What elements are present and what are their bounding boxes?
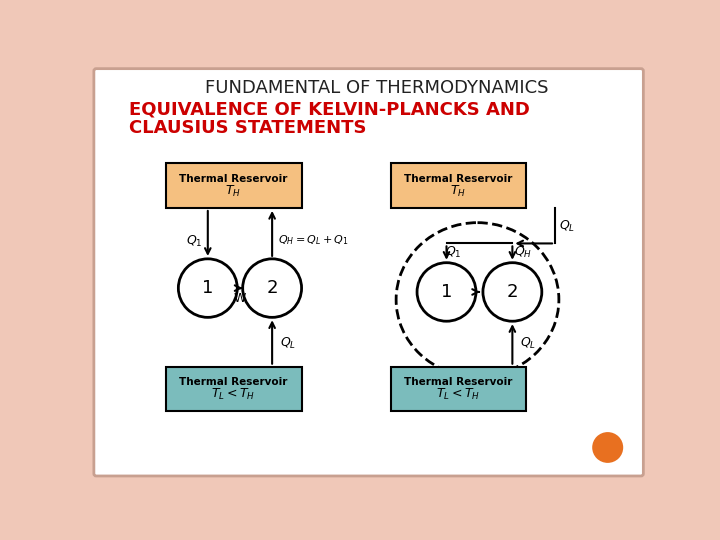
Text: $Q_H=Q_L+Q_1$: $Q_H=Q_L+Q_1$ bbox=[279, 233, 349, 247]
Circle shape bbox=[179, 259, 238, 318]
Text: $T_L < T_H$: $T_L < T_H$ bbox=[436, 387, 480, 402]
Circle shape bbox=[483, 262, 542, 321]
Text: $Q_H$: $Q_H$ bbox=[514, 245, 532, 260]
Text: 2: 2 bbox=[507, 283, 518, 301]
Text: $Q_L$: $Q_L$ bbox=[520, 336, 536, 351]
Text: $T_H$: $T_H$ bbox=[450, 184, 466, 199]
Text: Thermal Reservoir: Thermal Reservoir bbox=[179, 377, 287, 387]
Text: Thermal Reservoir: Thermal Reservoir bbox=[179, 174, 287, 184]
Text: $T_L < T_H$: $T_L < T_H$ bbox=[211, 387, 256, 402]
Text: FUNDAMENTAL OF THERMODYNAMICS: FUNDAMENTAL OF THERMODYNAMICS bbox=[205, 79, 549, 97]
Circle shape bbox=[593, 432, 624, 463]
Text: $Q_L$: $Q_L$ bbox=[280, 336, 296, 351]
Text: $Q_1$: $Q_1$ bbox=[445, 245, 462, 260]
Text: W: W bbox=[234, 292, 246, 306]
FancyBboxPatch shape bbox=[166, 367, 302, 411]
Text: CLAUSIUS STATEMENTS: CLAUSIUS STATEMENTS bbox=[129, 119, 366, 137]
Text: 1: 1 bbox=[441, 283, 452, 301]
Circle shape bbox=[243, 259, 302, 318]
Circle shape bbox=[417, 262, 476, 321]
Text: $Q_1$: $Q_1$ bbox=[186, 234, 202, 249]
FancyBboxPatch shape bbox=[166, 164, 302, 208]
FancyBboxPatch shape bbox=[391, 367, 526, 411]
Text: Thermal Reservoir: Thermal Reservoir bbox=[404, 174, 513, 184]
Text: 1: 1 bbox=[202, 279, 214, 297]
Text: 2: 2 bbox=[266, 279, 278, 297]
Text: $Q_L$: $Q_L$ bbox=[559, 219, 575, 234]
Text: Thermal Reservoir: Thermal Reservoir bbox=[404, 377, 513, 387]
Text: $T_H$: $T_H$ bbox=[225, 184, 241, 199]
Text: EQUIVALENCE OF KELVIN-PLANCKS AND: EQUIVALENCE OF KELVIN-PLANCKS AND bbox=[129, 100, 530, 118]
FancyBboxPatch shape bbox=[94, 69, 644, 476]
FancyBboxPatch shape bbox=[391, 164, 526, 208]
